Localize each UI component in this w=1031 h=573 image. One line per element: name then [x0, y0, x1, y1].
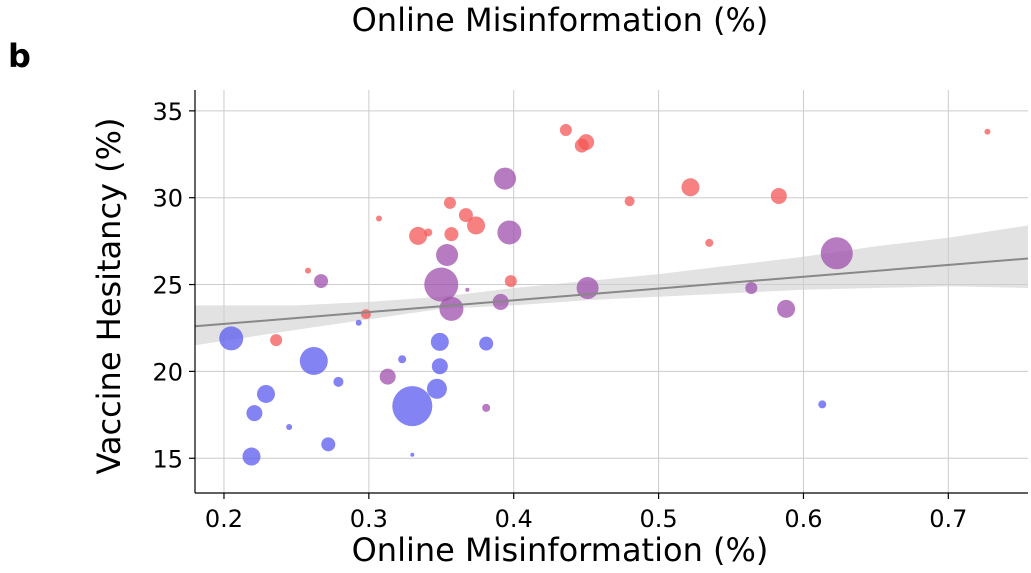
data-point	[479, 336, 494, 351]
data-point	[431, 358, 448, 375]
y-tick-label: 15	[152, 445, 183, 473]
data-point	[246, 405, 263, 422]
data-point	[304, 267, 311, 274]
data-point	[314, 274, 329, 289]
y-tick-label: 20	[152, 358, 183, 386]
y-tick-label: 25	[152, 272, 183, 300]
data-point	[504, 275, 517, 288]
figure-top-title: Online Misinformation (%)	[351, 1, 769, 39]
x-tick-label: 0.3	[350, 505, 388, 533]
trend-layer	[194, 257, 1029, 328]
data-point	[360, 309, 371, 320]
trend-line	[194, 257, 1029, 328]
data-point	[392, 386, 433, 427]
data-point	[467, 216, 486, 235]
x-axis-label: Online Misinformation (%)	[351, 531, 769, 569]
data-point	[424, 228, 433, 237]
data-point	[436, 244, 459, 267]
data-point	[443, 196, 456, 209]
data-point	[299, 346, 328, 375]
data-point	[256, 384, 275, 403]
data-point	[242, 447, 261, 466]
data-point	[426, 378, 447, 399]
data-point	[398, 355, 407, 364]
data-point	[482, 403, 491, 412]
data-point	[430, 332, 449, 351]
data-point	[458, 208, 473, 223]
axes	[194, 90, 1028, 494]
data-point	[984, 128, 991, 135]
data-point	[286, 423, 293, 430]
x-tick-label: 0.4	[495, 505, 533, 533]
x-tick-label: 0.6	[784, 505, 822, 533]
data-point	[494, 167, 517, 190]
y-tick-label: 35	[152, 98, 183, 126]
data-point	[624, 196, 635, 207]
data-point	[578, 134, 595, 151]
x-tick-label: 0.5	[639, 505, 677, 533]
scatter-points	[219, 123, 991, 466]
data-point	[409, 226, 428, 245]
x-tick-label: 0.2	[205, 505, 243, 533]
data-point	[444, 227, 459, 242]
y-axis-label: Vaccine Hesitancy (%)	[90, 117, 128, 474]
data-point	[559, 123, 572, 136]
data-point	[818, 400, 827, 409]
y-tick-label: 30	[152, 185, 183, 213]
data-point	[820, 237, 853, 270]
data-point	[219, 326, 244, 351]
data-point	[745, 282, 758, 295]
data-point	[777, 299, 796, 318]
data-point	[410, 452, 415, 457]
confidence-band	[195, 225, 1028, 346]
data-point	[681, 178, 700, 197]
data-point	[770, 187, 787, 204]
tick-labels: 0.2 0.3 0.4 0.5 0.6 0.7 15 20 25 30 35	[152, 98, 967, 533]
data-point	[321, 437, 336, 452]
data-point	[333, 376, 344, 387]
data-point	[497, 220, 522, 245]
data-point	[705, 238, 714, 247]
panel-label: b	[8, 37, 31, 75]
data-point	[375, 215, 382, 222]
data-point	[439, 296, 464, 321]
data-point	[355, 319, 362, 326]
data-point	[270, 334, 283, 347]
data-point	[379, 368, 396, 385]
confidence-band-layer	[195, 225, 1028, 346]
data-point	[465, 287, 470, 292]
data-point	[424, 267, 459, 302]
x-tick-label: 0.7	[929, 505, 967, 533]
